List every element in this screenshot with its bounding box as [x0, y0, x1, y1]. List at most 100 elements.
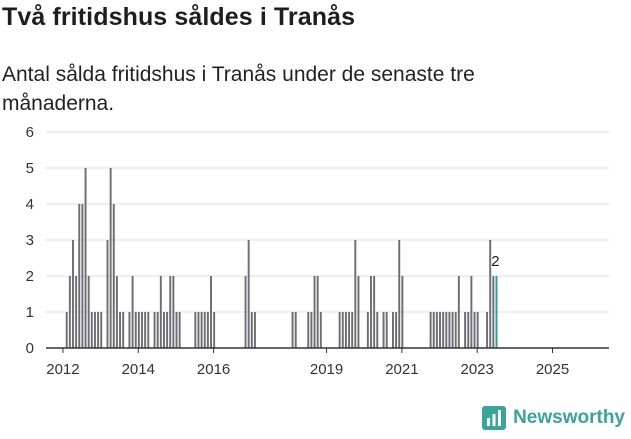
bar: [473, 312, 476, 348]
bar: [476, 312, 479, 348]
bar: [348, 312, 351, 348]
bar: [435, 312, 438, 348]
bar: [65, 312, 68, 348]
bar: [210, 276, 212, 348]
x-tick-label: 2025: [536, 361, 569, 378]
bar: [137, 312, 140, 348]
bar: [75, 276, 78, 348]
x-axis: [46, 347, 609, 353]
bar: [448, 312, 451, 348]
bar: [376, 312, 379, 348]
bar: [492, 276, 495, 348]
bars: [65, 168, 498, 348]
bar: [112, 204, 115, 348]
bar: [122, 312, 125, 348]
x-tick-label: 2012: [46, 361, 79, 378]
bar: [445, 312, 448, 348]
bar: [294, 312, 297, 348]
bar: [247, 240, 250, 348]
bar: [93, 312, 96, 348]
bar: [341, 312, 344, 348]
brand-name: Newsworthy: [513, 407, 625, 428]
bar: [398, 240, 401, 348]
bar: [382, 312, 385, 348]
bar: [354, 240, 357, 348]
bar: [172, 276, 175, 348]
bar: [316, 276, 319, 348]
bar: [291, 312, 294, 348]
bar: [109, 168, 112, 348]
bar: [178, 312, 181, 348]
bar: [106, 240, 109, 348]
bar: [429, 312, 432, 348]
chart-subtitle: Antal sålda fritidshus i Tranås under de…: [2, 63, 475, 115]
y-tick-label: 4: [26, 196, 34, 213]
x-tick-label: 2016: [197, 361, 230, 378]
bar: [141, 312, 143, 348]
bar: [147, 312, 150, 348]
bar: [486, 312, 489, 348]
bar: [144, 312, 147, 348]
bar: [194, 312, 197, 348]
bar: [153, 312, 156, 348]
bar: [206, 312, 209, 348]
bar: [87, 276, 90, 348]
newsworthy-brand[interactable]: Newsworthy: [481, 403, 625, 433]
bar: [128, 312, 131, 348]
bar: [81, 204, 84, 348]
bar: [391, 312, 394, 348]
bar: [451, 312, 454, 348]
bar: [489, 240, 492, 348]
bar: [159, 276, 162, 348]
bar: [200, 312, 203, 348]
bar: [464, 312, 467, 348]
bar: [344, 312, 347, 348]
x-tick-label: 2021: [385, 361, 418, 378]
bar: [319, 312, 322, 348]
bar: [156, 312, 159, 348]
bar: [119, 312, 122, 348]
y-tick-label: 3: [26, 232, 34, 249]
bar: [244, 276, 247, 348]
y-tick-label: 6: [26, 124, 34, 141]
bar: [467, 312, 470, 348]
bar: [310, 312, 313, 348]
bar: [100, 312, 103, 348]
bar: [454, 312, 457, 348]
bar: [213, 312, 216, 348]
gridlines: [46, 131, 609, 313]
bar: [432, 312, 435, 348]
bar: [351, 312, 354, 348]
bar: [131, 276, 134, 348]
bar: [442, 312, 445, 348]
bar: [366, 312, 369, 348]
x-tick-label: 2014: [122, 361, 155, 378]
y-tick-label: 1: [26, 304, 34, 321]
bar: [169, 276, 172, 348]
bar: [357, 276, 360, 348]
x-tick-label: 2019: [310, 361, 343, 378]
y-tick-label: 0: [26, 340, 34, 357]
bar: [250, 312, 253, 348]
bar: [197, 312, 200, 348]
bar: [166, 312, 169, 348]
bar: [78, 204, 81, 348]
bar: [90, 312, 93, 348]
chart-title: Två fritidshus såldes i Tranås: [2, 3, 356, 31]
bar: [134, 312, 137, 348]
bar: [203, 312, 206, 348]
bar: [395, 312, 398, 348]
labels: 0 1 2 3 4 5 6 2 2012 2014 2016 2019 2021 2023 2025: [26, 124, 570, 378]
bar: [68, 276, 71, 348]
bar-chart: 0 1 2 3 4 5 6 2 2012 2014 2016 2019 2021 2023 2025: [26, 124, 609, 378]
bar: [162, 312, 165, 348]
bar: [370, 276, 372, 348]
bar: [253, 312, 256, 348]
highlight-bar: [495, 276, 498, 348]
bar: [470, 276, 473, 348]
bar: [175, 312, 178, 348]
y-tick-label: 2: [26, 268, 34, 285]
bar: [115, 276, 118, 348]
y-tick-label: 5: [26, 160, 34, 177]
newsworthy-logo-icon: [482, 406, 507, 430]
